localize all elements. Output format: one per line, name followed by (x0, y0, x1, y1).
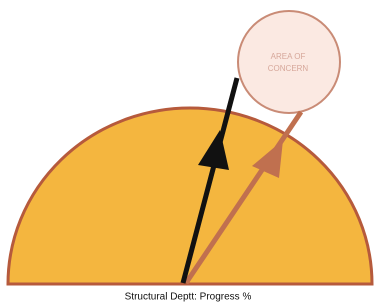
concern-label: CONCERN (268, 64, 309, 73)
concern-circle (238, 11, 340, 113)
diagram: AREA OF CONCERN Structural Deptt: Progre… (0, 0, 376, 307)
page: AREA OF CONCERN Structural Deptt: Progre… (0, 0, 376, 307)
concern-label: AREA OF (271, 52, 306, 61)
caption: Structural Deptt: Progress % (125, 292, 252, 303)
